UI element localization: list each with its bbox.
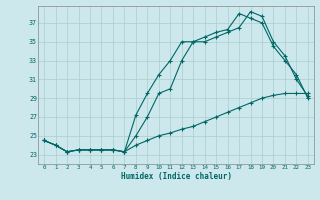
X-axis label: Humidex (Indice chaleur): Humidex (Indice chaleur) [121, 172, 231, 181]
